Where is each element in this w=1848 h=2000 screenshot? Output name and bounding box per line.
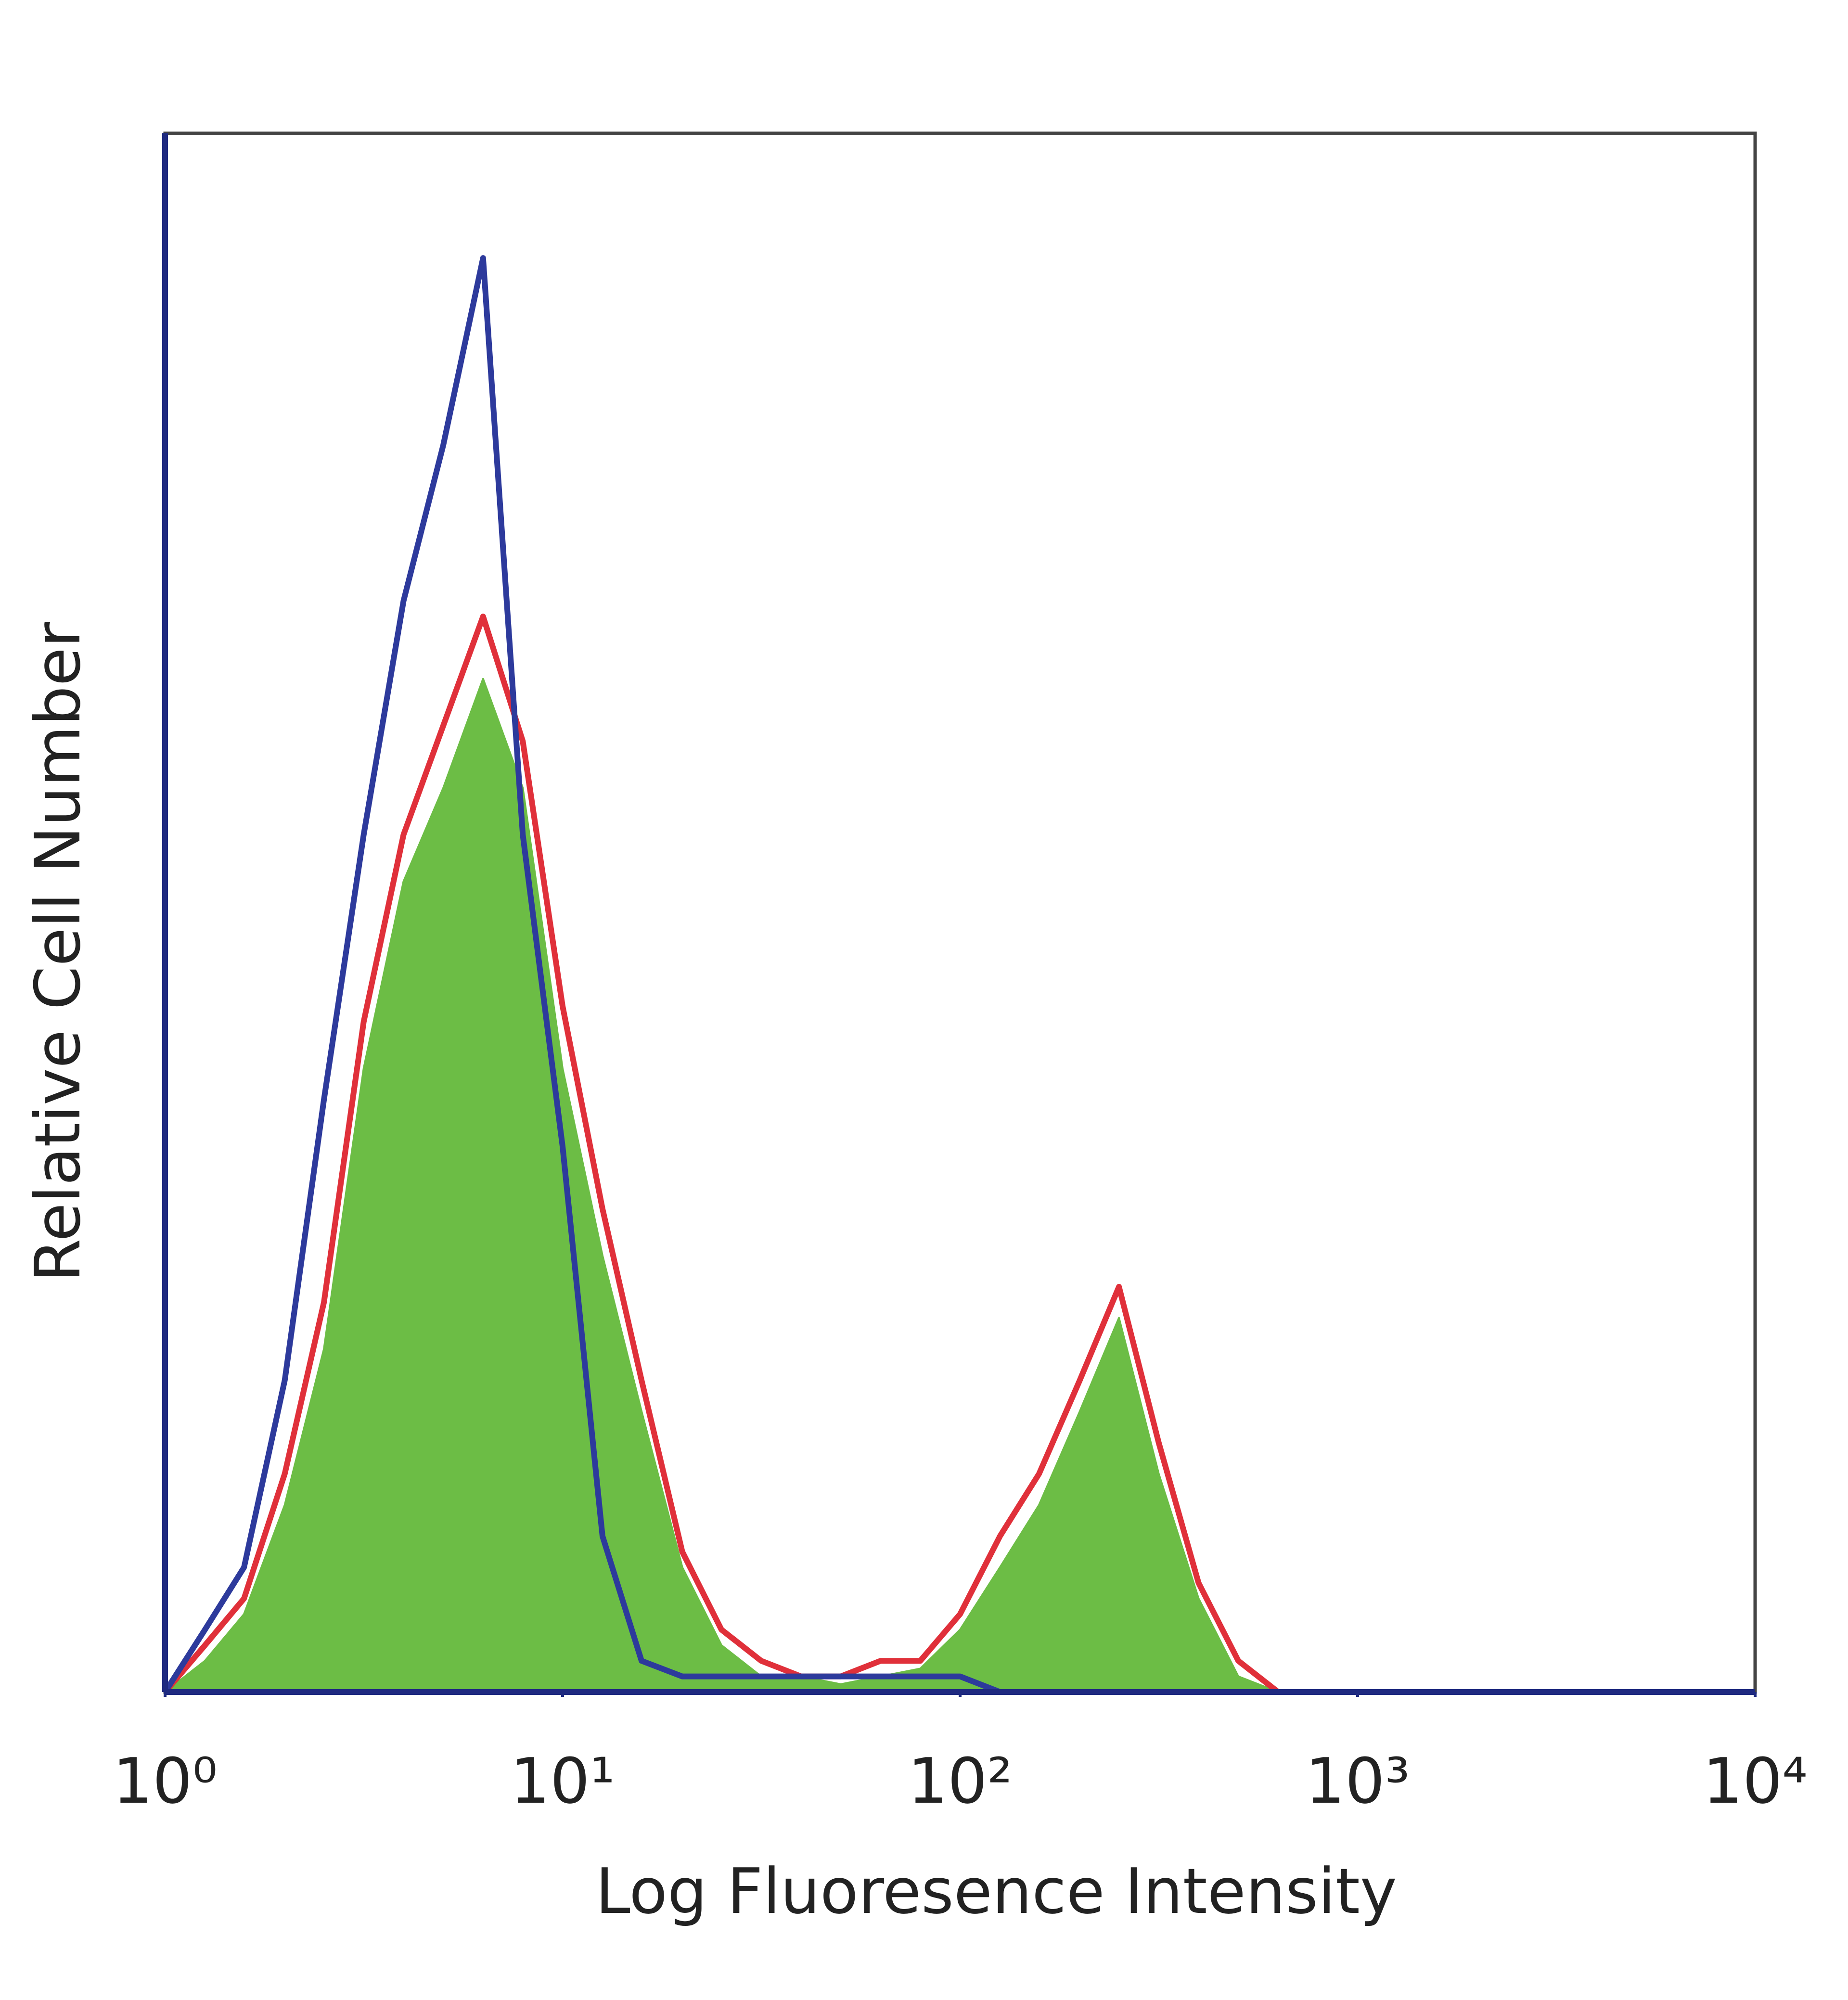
x-axis-label: Log Fluoresence Intensity: [595, 1855, 1397, 1928]
x-tick-label: 10⁴: [1703, 1744, 1808, 1818]
x-tick-label: 10⁰: [113, 1744, 218, 1818]
x-tick-label: 10³: [1305, 1744, 1410, 1818]
y-axis-label: Relative Cell Number: [21, 621, 94, 1282]
x-tick-label: 10²: [908, 1744, 1013, 1818]
histogram-trace: [164, 678, 1279, 1693]
x-tick-label: 10¹: [510, 1744, 615, 1818]
histogram-trace: [163, 614, 1280, 1694]
